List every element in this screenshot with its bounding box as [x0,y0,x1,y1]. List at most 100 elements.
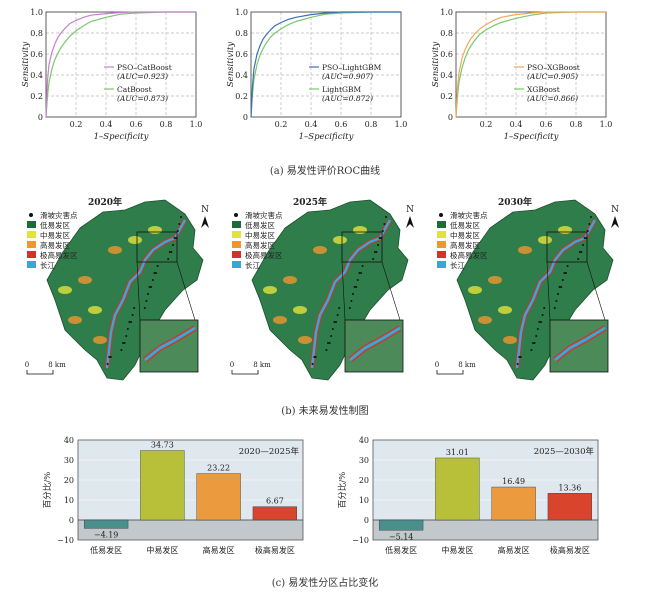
landslide-point [120,349,123,351]
map-year-label: 2020年 [88,196,122,208]
landslide-point [143,307,146,309]
y-tick-label: 1.0 [235,8,248,17]
landslide-point [355,286,358,288]
landslide-point [557,293,559,295]
landslide-point [519,356,522,358]
landslide-point [555,300,558,302]
landslide-point [532,342,534,344]
legend-swatch [29,213,33,217]
landslide-point [325,349,328,351]
map-legend-label: 中易发区 [40,230,70,240]
map-legend-label: 低易发区 [40,220,70,230]
landslide-point [130,321,132,323]
roc-curve [250,11,401,118]
x-tick-label: 1.0 [190,120,203,129]
y-tick-label: 20 [359,476,369,485]
plot-frame [455,11,607,118]
zone-patch [128,236,142,244]
bar-chart-1: 40 30 20 10 0 −10 百分比/% 2020—2025年 −4.19 低易发区 34.7… [42,436,304,555]
landslide-point [358,272,361,274]
landslide-point [173,237,176,239]
zone-patch [88,306,102,314]
zone-patch [468,286,482,294]
x-tick-label: 0.2 [275,120,288,129]
landslide-point [553,307,556,309]
x-tick-label: 1.0 [395,120,408,129]
plot-frame [77,439,304,541]
zoom-line [176,261,196,321]
zone-patch [78,276,92,284]
landslide-point [541,314,544,316]
landslide-point [145,300,148,302]
landslide-point [122,342,124,344]
landslide-point [333,321,336,323]
landslide-point [533,342,536,344]
landslide-point [167,258,170,260]
map-legend-label: 极高易发区 [450,250,488,260]
scale-zero: 0 [435,361,439,369]
scale-bar [26,370,54,375]
landslide-point [538,321,541,323]
y-tick-label: −10 [57,536,74,545]
landslide-point [563,272,566,274]
scale-label: 8 km [253,361,271,369]
map-legend-label: 滑坡灾害点 [450,210,488,220]
landslide-point [311,363,314,365]
y-tick-label: 0 [243,113,248,122]
map-legend-label: 低易发区 [245,220,275,230]
landslide-point [168,251,171,253]
roc-curve [455,11,606,118]
zone-patch [558,226,572,234]
zoom-line [381,261,401,321]
landslide-point [106,363,109,365]
legend-swatch [437,221,446,228]
landslide-point [566,265,569,267]
caption-b: (b) 未来易发性制图 [281,406,369,417]
landslide-point [356,279,359,281]
y-axis-label: 百分比/% [337,472,348,508]
map-legend-label: 长江 [450,260,465,270]
inset-river [144,326,196,362]
legend-swatch [232,241,241,248]
landslide-point [352,293,354,295]
x-tick-label: 高易发区 [203,545,235,555]
y-tick-label: 1.0 [30,8,43,17]
legend-auc: (AUC=0.866) [527,94,578,103]
roc-curve [45,11,196,118]
landslide-point [360,272,362,274]
zone-patch [333,236,347,244]
chart-title: 2025—2030年 [534,446,595,457]
y-tick-label: 0.6 [440,50,453,59]
y-tick-label: 0.8 [440,29,453,38]
negative-band [373,520,598,540]
zoom-line [136,261,141,321]
legend-swatch [232,221,241,228]
y-tick-label: 0.6 [30,50,43,59]
bar-chart-2: 40 30 20 10 0 −10 百分比/% 2025—2030年 −5.14 低易发区 31.0… [337,436,599,555]
map-legend-label: 滑坡灾害点 [245,210,283,220]
bar [252,506,298,521]
y-tick-label: 1.0 [440,8,453,17]
x-tick-label: 0.8 [160,120,173,129]
landslide-point [155,272,157,274]
landslide-point [148,286,151,288]
y-axis-label: Sensitivity [21,42,31,87]
x-tick-label: 0.2 [70,120,83,129]
map-year-label: 2025年 [293,196,327,208]
landslide-point [583,237,586,239]
bar [491,486,536,521]
landslide-point [560,286,563,288]
bar-value-label: 6.67 [266,497,284,506]
bar-value-label: 34.73 [151,441,174,450]
legend-auc: (AUC=0.905) [527,72,578,81]
zoom-line [341,261,346,321]
landslide-point [156,265,159,267]
zone-patch [108,246,122,254]
bar-value-label: 31.01 [446,448,469,457]
landslide-point [381,230,384,232]
y-tick-label: 0.4 [235,71,248,80]
landslide-point [128,321,131,323]
roc-chart-1: 0.2 0.4 0.6 0.8 1.0 0 0.2 0.4 0.6 0.8 1.0 1–Specifi… [21,8,203,142]
landslide-point [375,251,378,253]
legend-swatch [27,231,36,238]
